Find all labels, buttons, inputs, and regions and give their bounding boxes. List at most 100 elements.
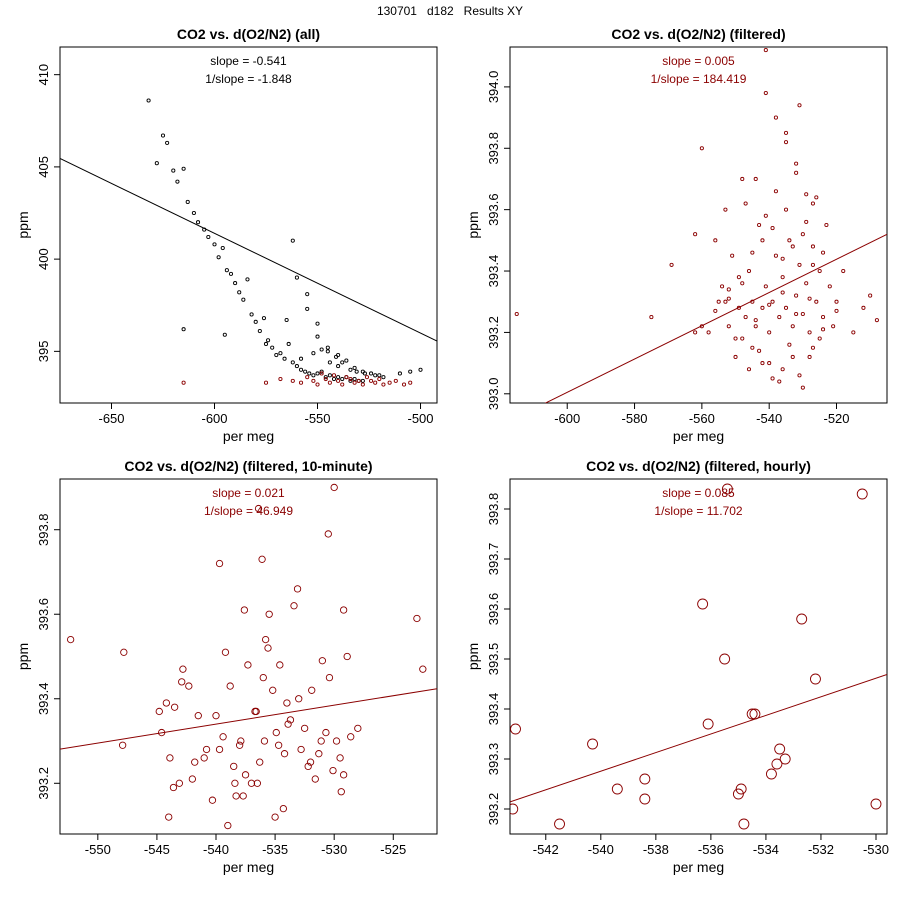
data-point (693, 232, 698, 237)
data-point (298, 367, 304, 372)
data-point (280, 750, 289, 758)
data-point (373, 380, 378, 385)
data-point (261, 316, 267, 321)
data-point (347, 733, 355, 741)
x-axis-label: per meg (673, 859, 724, 875)
data-point (706, 330, 711, 335)
x-tick-label: -550 (85, 842, 111, 857)
data-point (639, 773, 651, 785)
data-point (261, 635, 270, 644)
data-point (241, 297, 246, 302)
data-point (327, 380, 332, 385)
data-point (713, 308, 718, 313)
data-point (311, 378, 316, 383)
data-point (763, 284, 768, 289)
data-point (352, 376, 357, 382)
data-point (356, 378, 361, 383)
data-point (160, 133, 166, 138)
y-tick-label: 393.2 (486, 793, 501, 826)
inverse-slope-label: 1/slope = 46.949 (204, 504, 293, 518)
chart-panel-2: CO2 vs. d(O2/N2) (filtered) -600 -580 -560 -… (465, 26, 888, 444)
data-point (339, 771, 348, 779)
plot-frame (509, 46, 888, 404)
data-point (290, 378, 295, 383)
x-tick-label: -600 (554, 411, 580, 426)
data-point (736, 305, 741, 310)
data-point (241, 771, 250, 779)
data-point (290, 238, 295, 243)
data-point (339, 606, 348, 614)
data-point (408, 369, 413, 374)
data-point (170, 703, 179, 711)
fit-line (544, 233, 887, 403)
data-point (181, 380, 186, 385)
x-tick-label: -600 (201, 411, 227, 426)
data-point (401, 382, 407, 387)
data-point (750, 250, 755, 255)
data-point (336, 378, 341, 383)
y-tick-label: 410 (36, 64, 51, 86)
data-point (247, 779, 256, 787)
x-tick-label: -520 (823, 411, 849, 426)
data-point (323, 376, 328, 382)
data-point (834, 299, 839, 304)
data-point (354, 724, 362, 732)
data-point (746, 708, 758, 720)
data-point (760, 305, 765, 310)
data-point (790, 354, 795, 360)
data-point (257, 329, 262, 334)
data-point (763, 48, 768, 53)
data-point (760, 361, 765, 366)
y-axis-label: ppm (465, 643, 481, 670)
data-point (216, 255, 221, 260)
data-point (263, 380, 269, 385)
slope-label: slope = -0.541 (210, 54, 287, 68)
data-point (733, 354, 738, 360)
data-point (352, 365, 357, 371)
data-point (279, 804, 288, 813)
chart-panel-1: CO2 vs. d(O2/N2) (all) -650 -600 -550 -500 39… (15, 26, 438, 444)
data-point (311, 373, 316, 378)
data-point (165, 140, 170, 145)
data-point (200, 754, 208, 762)
data-point (331, 376, 337, 382)
data-point (770, 299, 775, 304)
y-tick-label: 393.6 (486, 593, 501, 626)
y-axis-label: ppm (465, 211, 481, 238)
data-point (220, 246, 225, 251)
plot-frame (509, 478, 888, 835)
data-point (743, 201, 748, 206)
data-point (300, 724, 309, 732)
data-point (264, 644, 272, 652)
data-point (256, 758, 264, 766)
x-tick-label: -540 (203, 842, 229, 857)
y-axis-label: ppm (15, 211, 31, 238)
data-point (373, 373, 378, 378)
data-point (311, 775, 319, 783)
data-point (298, 380, 304, 385)
data-point (771, 758, 783, 770)
data-point (418, 367, 423, 372)
data-point (720, 284, 725, 289)
y-tick-label: 393.8 (36, 513, 51, 546)
slope-label: slope = 0.085 (662, 486, 735, 500)
data-point (723, 207, 728, 212)
data-point (311, 351, 316, 356)
fit-line (60, 688, 437, 750)
data-point (807, 296, 812, 301)
data-point (743, 315, 748, 320)
y-tick-label: 395 (36, 341, 51, 363)
data-point (740, 176, 745, 182)
data-point (797, 262, 802, 267)
data-point (202, 745, 211, 754)
data-point (796, 613, 808, 625)
y-tick-label: 393.0 (486, 378, 501, 411)
data-point (730, 253, 735, 258)
data-point (215, 559, 224, 568)
data-point (767, 330, 772, 335)
data-point (315, 750, 323, 758)
data-point (611, 783, 623, 795)
data-point (294, 364, 299, 369)
data-point (783, 207, 789, 212)
data-point (237, 290, 242, 295)
